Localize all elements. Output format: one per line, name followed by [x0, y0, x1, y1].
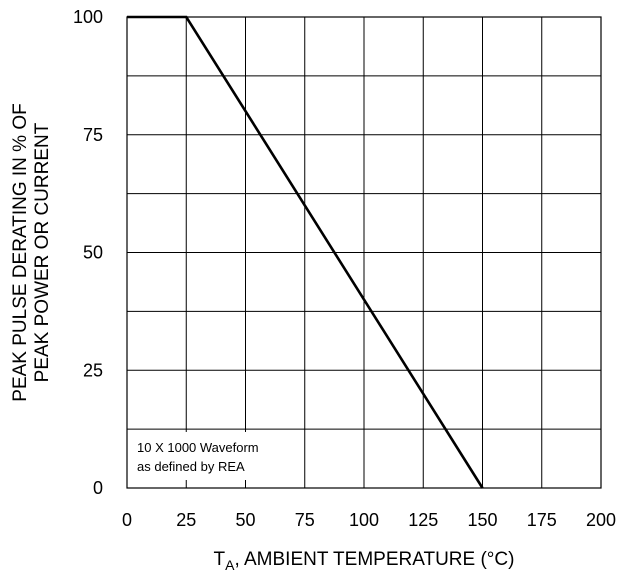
plot-frame	[126, 16, 602, 489]
annotation-background	[133, 432, 298, 480]
y-tick-labels: 0 25 50 75 100	[73, 7, 103, 498]
x-tick-label: 125	[408, 510, 438, 530]
x-tick-label: 200	[586, 510, 616, 530]
y-tick-label: 25	[83, 360, 103, 380]
x-tick-label: 175	[527, 510, 557, 530]
y-axis-title-line-2: PEAK POWER OR CURRENT	[32, 122, 53, 382]
x-axis-title-subscript: A	[225, 557, 235, 573]
x-tick-label: 25	[176, 510, 196, 530]
y-tick-label: 0	[93, 478, 103, 498]
x-tick-label: 75	[295, 510, 315, 530]
x-tick-label: 0	[122, 510, 132, 530]
annotation-line-2: as defined by REA	[137, 459, 245, 474]
y-tick-label: 100	[73, 7, 103, 27]
y-tick-label: 75	[83, 125, 103, 145]
x-axis-title-rest: , AMBIENT TEMPERATURE (°C)	[234, 549, 514, 570]
x-tick-labels: 0 25 50 75 100 125 150 175 200	[122, 510, 616, 530]
x-tick-label: 150	[467, 510, 497, 530]
x-tick-label: 100	[349, 510, 379, 530]
y-tick-label: 50	[83, 243, 103, 263]
x-tick-label: 50	[235, 510, 255, 530]
series-group	[127, 15, 484, 489]
x-axis-title: TA, AMBIENT TEMPERATURE (°C)	[214, 549, 515, 573]
y-axis-title-line-1: PEAK PULSE DERATING IN % OF	[10, 103, 31, 401]
x-axis-title-main: T	[214, 549, 226, 570]
series-line	[127, 15, 484, 489]
annotation-line-1: 10 X 1000 Waveform	[137, 440, 259, 455]
grid-lines	[126, 16, 602, 489]
